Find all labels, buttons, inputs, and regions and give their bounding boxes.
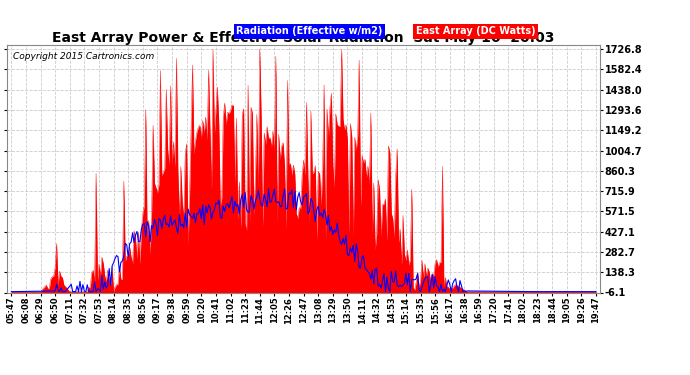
Text: East Array (DC Watts): East Array (DC Watts): [416, 26, 535, 36]
Text: Copyright 2015 Cartronics.com: Copyright 2015 Cartronics.com: [13, 53, 154, 62]
Title: East Array Power & Effective Solar Radiation  Sat May 16  20:03: East Array Power & Effective Solar Radia…: [52, 31, 555, 45]
Text: Radiation (Effective w/m2): Radiation (Effective w/m2): [237, 26, 383, 36]
